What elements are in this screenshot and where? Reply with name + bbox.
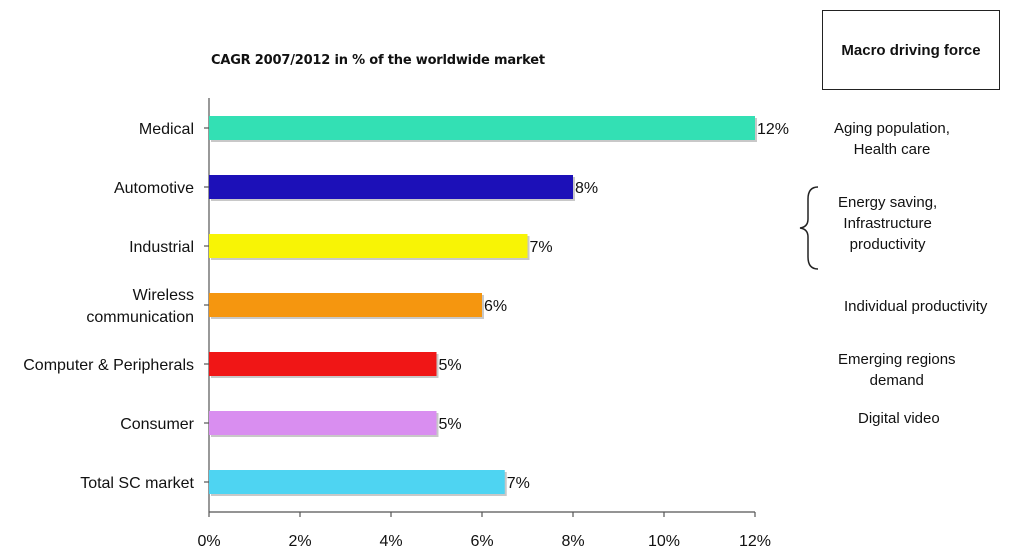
bar — [209, 175, 573, 199]
data-label: 5% — [439, 416, 462, 433]
category-label: Total SC market — [80, 475, 194, 492]
x-tick-label: 0% — [197, 533, 220, 549]
data-label: 5% — [439, 357, 462, 374]
x-tick-label: 2% — [288, 533, 311, 549]
force-line: Emerging regions — [838, 351, 956, 368]
bar — [209, 470, 505, 494]
force-line: productivity — [849, 236, 926, 253]
x-tick-label: 4% — [379, 533, 402, 549]
category-label: Consumer — [120, 416, 194, 433]
force-line: Individual productivity — [844, 298, 988, 315]
data-label: 12% — [757, 121, 789, 138]
data-label: 7% — [530, 239, 553, 256]
chart-title: CAGR 2007/2012 in % of the worldwide mar… — [211, 53, 545, 68]
force-line: demand — [869, 372, 924, 389]
force-line: Aging population, — [834, 120, 950, 137]
x-tick-label: 6% — [470, 533, 493, 549]
curly-brace — [799, 186, 819, 270]
bar — [209, 116, 755, 140]
bar — [209, 234, 528, 258]
bar — [209, 411, 437, 435]
bar — [209, 352, 437, 376]
force-digital-video: Digital video — [858, 408, 940, 429]
force-line: Energy saving, — [838, 194, 938, 211]
category-label: Industrial — [129, 239, 194, 256]
category-label: communication — [86, 309, 194, 326]
x-tick-label: 12% — [739, 533, 771, 549]
x-tick-label: 8% — [561, 533, 584, 549]
category-label: Wireless — [133, 287, 194, 304]
x-tick-label: 10% — [648, 533, 680, 549]
category-label: Medical — [139, 121, 194, 138]
bar — [209, 293, 482, 317]
macro-driving-force-header: Macro driving force — [822, 10, 1000, 90]
category-label: Computer & Peripherals — [23, 357, 194, 374]
force-line: Digital video — [858, 410, 940, 427]
data-label: 6% — [484, 298, 507, 315]
force-individual-productivity: Individual productivity — [844, 296, 987, 317]
data-label: 8% — [575, 180, 598, 197]
force-emerging-regions: Emerging regions demand — [838, 349, 956, 391]
force-line: Health care — [853, 141, 931, 158]
force-energy-saving: Energy saving, Infrastructure productivi… — [838, 192, 937, 255]
force-aging-population: Aging population, Health care — [834, 118, 950, 160]
force-line: Infrastructure — [843, 215, 932, 232]
category-label: Automotive — [114, 180, 194, 197]
data-label: 7% — [507, 475, 530, 492]
